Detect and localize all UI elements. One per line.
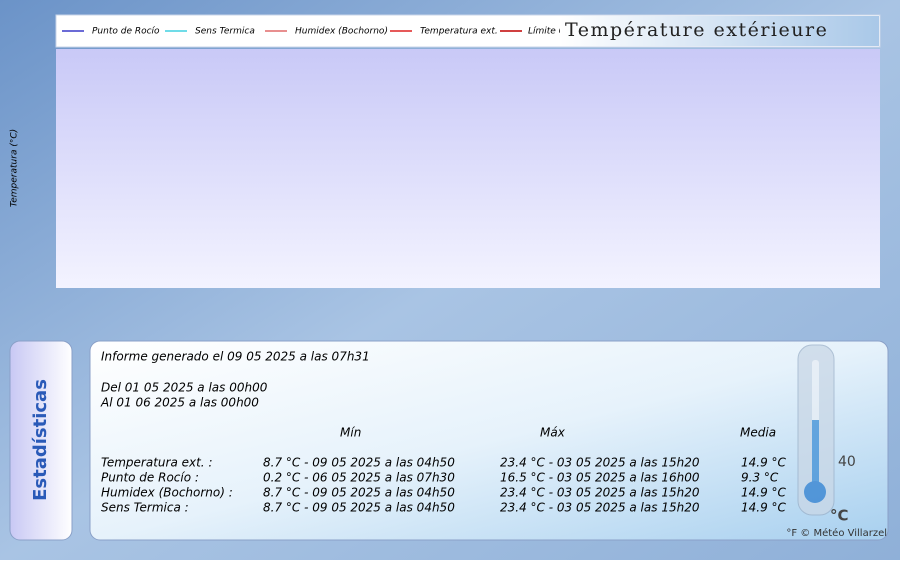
report-generated: Informe generado el 09 05 2025 a las 07h… [101, 350, 370, 364]
stats-cell: 23.4 °C - 03 05 2025 a las 15h20 [500, 501, 700, 515]
stats-cell: 23.4 °C - 03 05 2025 a las 15h20 [500, 456, 700, 470]
thermo-liquid [812, 420, 819, 485]
stats-cell: 0.2 °C - 06 05 2025 a las 07h30 [263, 471, 455, 485]
stats-cell: 14.9 °C [741, 501, 787, 515]
stats-header: Media [740, 426, 776, 440]
thermo-label: °C [830, 507, 849, 525]
thermometer [797, 344, 835, 516]
legend-label: Temperatura ext. [420, 27, 498, 37]
stats-tab [9, 340, 73, 541]
stats-cell: 8.7 °C - 09 05 2025 a las 04h50 [263, 456, 455, 470]
legend-label: Sens Termica [195, 27, 255, 37]
legend-label: Límite 0°C [528, 27, 576, 37]
stats-panel [89, 340, 889, 541]
stats-cell: 14.9 °C [741, 456, 787, 470]
stats-cell: 8.7 °C - 09 05 2025 a las 04h50 [263, 501, 455, 515]
title-box [560, 16, 879, 46]
stats-cell: 8.7 °C - 09 05 2025 a las 04h50 [263, 486, 455, 500]
y-axis-label: Temperatura (°C) [10, 129, 20, 207]
stats-cell: 16.5 °C - 03 05 2025 a las 16h00 [500, 471, 700, 485]
stats-cell: 23.4 °C - 03 05 2025 a las 15h20 [500, 486, 700, 500]
stats-header: Mín [340, 426, 361, 440]
thermo-bulb [804, 481, 826, 503]
plot-area [56, 49, 880, 288]
legend-label: Humidex (Bochorno) [295, 27, 388, 37]
legend-label: Punto de Rocío [92, 27, 160, 37]
stats-cell: 9.3 °C [741, 471, 779, 485]
watermark: °F © Météo Villarzel [786, 527, 887, 539]
stats-cell: Sens Termica : [101, 501, 189, 515]
stats-cell: Punto de Rocío : [101, 471, 199, 485]
report-to: Al 01 06 2025 a las 00h00 [100, 396, 259, 410]
thermo-label: 40 [838, 454, 856, 470]
report-from: Del 01 05 2025 a las 00h00 [101, 381, 268, 395]
stats-header: Máx [540, 426, 566, 440]
stats-cell: 14.9 °C [741, 486, 787, 500]
chart-title: Température extérieure [565, 19, 828, 41]
stats-tab-title: Estadísticas [30, 379, 51, 501]
stats-cell: Temperatura ext. : [101, 456, 212, 470]
stats-cell: Humidex (Bochorno) : [101, 486, 233, 500]
